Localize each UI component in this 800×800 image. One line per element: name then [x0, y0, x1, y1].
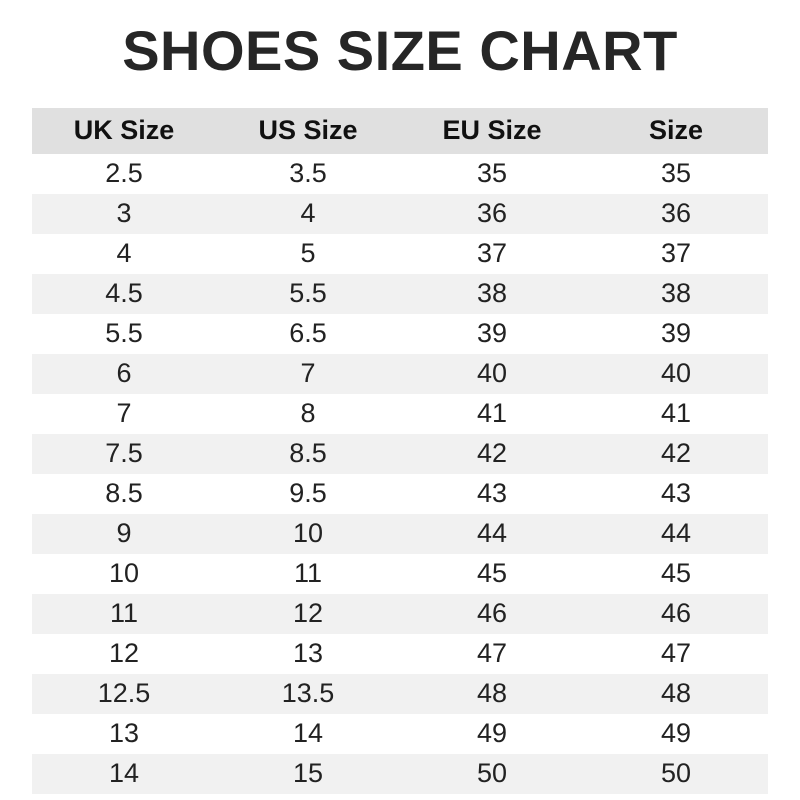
- table-cell: 4: [300, 198, 316, 229]
- table-cell: 13: [292, 638, 324, 669]
- table-cell: 49: [660, 718, 692, 749]
- table-row: 13 14 49 49: [32, 714, 768, 754]
- column-header-uk-size: UK Size: [32, 107, 216, 154]
- table-cell: 5: [300, 238, 316, 269]
- table-row: 14 15 50 50: [32, 753, 768, 794]
- table-cell: 4: [116, 238, 132, 269]
- table-cell: 47: [476, 638, 508, 669]
- table-cell: 49: [476, 718, 508, 749]
- table-cell: 10: [292, 518, 324, 549]
- table-cell: 15: [292, 758, 324, 789]
- table-cell: 36: [660, 198, 692, 229]
- table-cell: 9: [116, 518, 132, 549]
- table-cell: 40: [476, 358, 508, 389]
- table-cell: 11: [109, 598, 139, 629]
- table-cell: 13.5: [281, 678, 335, 709]
- table-cell: 42: [660, 438, 692, 469]
- table-cell: 35: [660, 158, 692, 189]
- table-cell: 36: [476, 198, 508, 229]
- table-row: 7 8 41 41: [32, 394, 768, 434]
- table-cell: 40: [660, 358, 692, 389]
- table-cell: 35: [476, 158, 508, 189]
- table-cell: 50: [660, 758, 692, 789]
- table-row: 7.5 8.5 42 42: [32, 433, 768, 474]
- table-cell: 6: [116, 358, 132, 389]
- table-cell: 46: [476, 598, 508, 629]
- table-cell: 7.5: [105, 438, 143, 469]
- table-cell: 44: [476, 518, 508, 549]
- table-cell: 7: [300, 358, 316, 389]
- table-row: 9 10 44 44: [32, 513, 768, 554]
- table-cell: 10: [108, 558, 140, 589]
- table-cell: 37: [660, 238, 692, 269]
- table-cell: 38: [476, 278, 508, 309]
- table-body: 2.5 3.5 35 35 3 4 36 36 4 5 37 37 4.5 5.5 38 38 5.5 6.5 39…: [32, 154, 768, 794]
- column-header-us-size: US Size: [216, 107, 400, 154]
- table-cell: 43: [660, 478, 692, 509]
- table-cell: 50: [476, 758, 508, 789]
- table-cell: 12: [108, 638, 140, 669]
- table-cell: 8: [300, 398, 316, 429]
- table-cell: 7: [116, 398, 132, 429]
- table-row: 10 11 45 45: [32, 554, 768, 594]
- table-header-row: UK Size US Size EU Size Size: [32, 107, 768, 154]
- table-cell: 37: [476, 238, 508, 269]
- table-cell: 6.5: [289, 318, 327, 349]
- table-cell: 42: [476, 438, 508, 469]
- table-cell: 43: [476, 478, 508, 509]
- table-cell: 38: [660, 278, 692, 309]
- column-header-size: Size: [584, 107, 768, 154]
- table-cell: 2.5: [105, 158, 143, 189]
- table-row: 8.5 9.5 43 43: [32, 474, 768, 514]
- table-cell: 45: [660, 558, 692, 589]
- table-row: 4.5 5.5 38 38: [32, 273, 768, 314]
- table-cell: 9.5: [289, 478, 327, 509]
- page-title: SHOES SIZE CHART: [122, 19, 678, 82]
- table-cell: 14: [108, 758, 140, 789]
- table-cell: 12.5: [97, 678, 151, 709]
- table-row: 3 4 36 36: [32, 193, 768, 234]
- table-cell: 46: [660, 598, 692, 629]
- page: SHOES SIZE CHART UK Size US Size EU Size…: [0, 19, 800, 800]
- table-cell: 47: [660, 638, 692, 669]
- table-cell: 44: [660, 518, 692, 549]
- table-cell: 12: [292, 598, 324, 629]
- table-cell: 41: [476, 398, 508, 429]
- table-cell: 41: [660, 398, 692, 429]
- table-cell: 3.5: [289, 158, 327, 189]
- size-chart-table: UK Size US Size EU Size Size 2.5 3.5 35 35 3…: [32, 107, 768, 794]
- table-cell: 3: [116, 198, 132, 229]
- table-row: 2.5 3.5 35 35: [32, 154, 768, 194]
- table-row: 6 7 40 40: [32, 353, 768, 394]
- table-cell: 4.5: [105, 278, 143, 309]
- table-row: 12.5 13.5 48 48: [32, 673, 768, 714]
- table-cell: 39: [476, 318, 508, 349]
- table-header: UK Size US Size EU Size Size: [32, 107, 768, 154]
- table-cell: 8.5: [289, 438, 327, 469]
- table-cell: 48: [476, 678, 508, 709]
- table-cell: 11: [293, 558, 323, 589]
- table-row: 5.5 6.5 39 39: [32, 314, 768, 354]
- table-cell: 5.5: [105, 318, 143, 349]
- table-cell: 14: [292, 718, 324, 749]
- table-cell: 39: [660, 318, 692, 349]
- table-cell: 13: [108, 718, 140, 749]
- table-row: 4 5 37 37: [32, 234, 768, 274]
- table-cell: 45: [476, 558, 508, 589]
- table-cell: 48: [660, 678, 692, 709]
- column-header-eu-size: EU Size: [400, 107, 584, 154]
- table-row: 12 13 47 47: [32, 634, 768, 674]
- table-cell: 5.5: [289, 278, 327, 309]
- table-cell: 8.5: [105, 478, 143, 509]
- table-row: 11 12 46 46: [32, 593, 768, 634]
